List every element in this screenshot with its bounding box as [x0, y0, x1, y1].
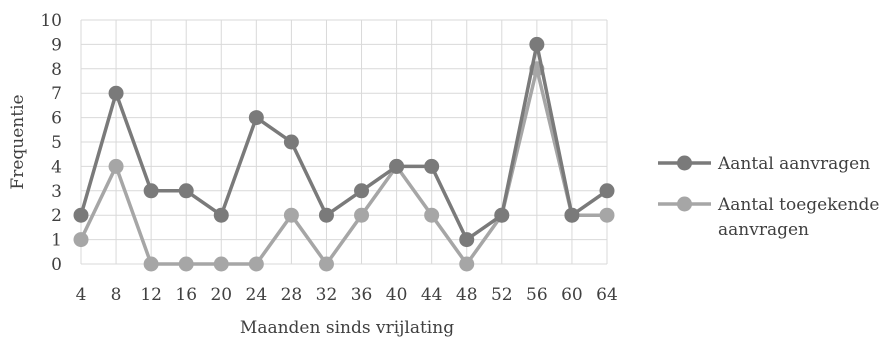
x-tick-label: 52	[491, 285, 513, 305]
series-0-point	[389, 158, 405, 174]
legend: Aantal aanvragen Aantal toegekende aanvrag…	[658, 154, 880, 240]
x-tick-label: 28	[281, 285, 303, 305]
x-tick-label: 24	[246, 285, 268, 305]
series-0-point	[494, 207, 510, 223]
axis-layer: Maanden sinds vrijlating Frequentie	[8, 94, 454, 338]
legend-label-1: Aantal toegekende	[717, 195, 880, 215]
y-tick-label: 9	[51, 35, 62, 55]
x-tick-label: 32	[316, 285, 338, 305]
series-0-point	[318, 207, 334, 223]
series-0-point	[143, 183, 159, 199]
x-tick-label: 12	[140, 285, 162, 305]
series-0-point	[459, 232, 475, 248]
x-tick-label: 64	[596, 285, 618, 305]
series-0-point	[213, 207, 229, 223]
x-tick-label: 4	[76, 285, 87, 305]
series-0-point	[564, 207, 580, 223]
y-tick-label: 8	[51, 60, 62, 80]
series-0-point	[354, 183, 370, 199]
series-1-point	[108, 158, 124, 174]
legend-marker-1	[677, 196, 692, 212]
x-tick-label: 48	[456, 285, 478, 305]
series-line-0	[79, 42, 609, 242]
series-layer	[73, 36, 615, 272]
series-0-point	[73, 207, 89, 223]
y-tick-label: 10	[40, 11, 62, 31]
x-tick-label: 16	[175, 285, 197, 305]
series-1-point	[213, 256, 229, 272]
series-0-point	[424, 158, 440, 174]
grid-layer	[80, 19, 608, 265]
series-1-point	[424, 207, 440, 223]
x-tick-label: 60	[561, 285, 583, 305]
legend-label-0: Aantal aanvragen	[717, 154, 870, 174]
y-tick-label: 5	[51, 133, 62, 153]
y-tick-label: 3	[51, 182, 62, 202]
y-tick-label: 2	[51, 206, 62, 226]
x-axis-title: Maanden sinds vrijlating	[240, 318, 454, 338]
y-tick-label: 1	[51, 231, 62, 251]
y-tick-label: 4	[51, 157, 62, 177]
legend-label-1: aanvragen	[718, 220, 809, 240]
series-0-point	[599, 183, 615, 199]
series-1-point	[143, 256, 159, 272]
series-1-point	[283, 207, 299, 223]
series-1-point	[599, 207, 615, 223]
x-tick-label: 20	[210, 285, 232, 305]
x-tick-label: 36	[351, 285, 373, 305]
series-1-point	[73, 232, 89, 248]
series-1-point	[248, 256, 264, 272]
y-axis-title: Frequentie	[8, 94, 28, 189]
x-tick-label: 8	[111, 285, 122, 305]
series-line-1	[79, 67, 609, 266]
series-0-point	[529, 36, 545, 52]
series-0-point	[108, 85, 124, 101]
series-1-point	[459, 256, 475, 272]
series-1-point	[354, 207, 370, 223]
series-0-point	[178, 183, 194, 199]
series-1-point	[178, 256, 194, 272]
y-tick-label: 0	[51, 255, 62, 275]
x-tick-label: 56	[526, 285, 548, 305]
series-1-point	[318, 256, 334, 272]
x-tick-label: 40	[386, 285, 408, 305]
y-tick-label: 6	[51, 109, 62, 129]
y-tick-label: 7	[51, 84, 62, 104]
series-0-point	[248, 110, 264, 126]
series-0-point	[283, 134, 299, 150]
legend-marker-0	[677, 155, 692, 171]
x-tick-label: 44	[421, 285, 443, 305]
